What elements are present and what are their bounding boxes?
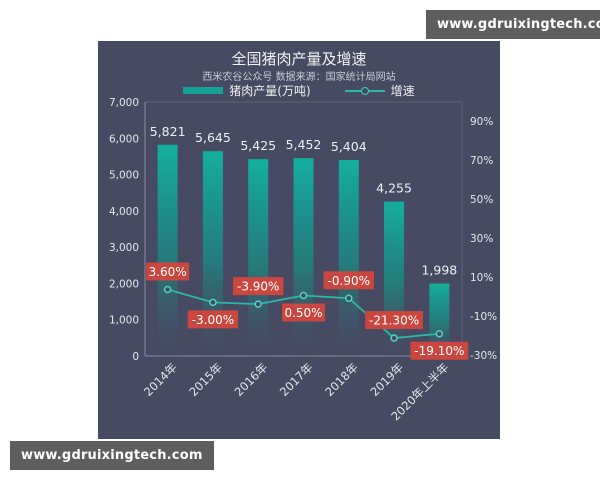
x-tick-label: 2018年 xyxy=(322,360,361,399)
bar-value-label: 5,452 xyxy=(286,137,322,152)
y-right-tick-label: 70% xyxy=(470,155,493,167)
y-right-tick-label: 10% xyxy=(470,272,493,284)
y-left-tick-label: 3,000 xyxy=(109,242,139,254)
growth-label-box xyxy=(365,311,423,330)
watermark-bottom-left: www.gdruixingtech.com xyxy=(10,441,214,470)
growth-marker[interactable] xyxy=(345,294,353,303)
y-right-tick-label: -30% xyxy=(470,350,497,362)
watermark-top-right: www.gdruixingtech.com xyxy=(426,10,600,39)
growth-label: 3.60% xyxy=(149,265,187,279)
chart-legend: 猪肉产量(万吨) 增速 xyxy=(98,82,500,99)
growth-label: -21.30% xyxy=(369,314,419,328)
bar-value-label: 5,425 xyxy=(240,138,276,153)
bar-production[interactable] xyxy=(157,144,178,356)
bar-production[interactable] xyxy=(248,159,269,356)
growth-label-box xyxy=(282,303,325,322)
y-left-tick-label: 2,000 xyxy=(109,278,139,290)
growth-marker[interactable] xyxy=(299,291,308,300)
growth-label-box xyxy=(410,341,469,360)
bar-value-label: 1,998 xyxy=(421,263,457,278)
bar-production[interactable] xyxy=(293,158,314,356)
growth-marker[interactable] xyxy=(390,334,398,342)
chart-plot: 0 1,000 2,000 3,000 4,000 5,000 6,000 7,000 -30%… xyxy=(109,97,497,423)
legend-item-production[interactable]: 猪肉产量(万吨) xyxy=(183,82,311,99)
legend-label-production: 猪肉产量(万吨) xyxy=(229,84,311,98)
chart-panel: 全国猪肉产量及增速 西米农谷公众号 数据来源：国家统计局网站 猪肉产量(万吨) … xyxy=(98,41,500,439)
y-left-tick-label: 4,000 xyxy=(109,206,139,218)
chart-subtitle: 西米农谷公众号 数据来源：国家统计局网站 xyxy=(202,72,396,83)
legend-label-growth: 增速 xyxy=(390,84,415,98)
line-marker-icon xyxy=(344,86,385,96)
legend-item-growth[interactable]: 增速 xyxy=(344,82,415,99)
growth-marker[interactable] xyxy=(209,298,217,307)
bar-production[interactable] xyxy=(338,159,359,356)
growth-marker[interactable] xyxy=(254,300,262,308)
growth-marker[interactable] xyxy=(163,285,172,294)
bar-value-label: 5,821 xyxy=(150,124,186,139)
growth-label-box xyxy=(323,271,374,290)
y-left-tick-label: 6,000 xyxy=(109,133,139,145)
growth-label-box xyxy=(233,277,284,296)
x-tick-label: 2015年 xyxy=(186,360,225,399)
bar-value-label: 4,255 xyxy=(376,181,412,196)
growth-label: -19.10% xyxy=(414,344,464,358)
x-tick-label: 2014年 xyxy=(141,360,180,399)
y-left-tick-label: 7,000 xyxy=(109,97,139,109)
y-right-tick-label: 30% xyxy=(470,233,493,245)
bar-swatch-icon xyxy=(183,87,224,94)
x-tick-label: 2017年 xyxy=(277,360,316,399)
x-tick-label: 2016年 xyxy=(232,360,271,399)
y-right-tick-label: -10% xyxy=(470,311,497,323)
growth-label: -3.90% xyxy=(237,280,279,294)
y-left-tick-label: 1,000 xyxy=(109,315,139,327)
y-left-tick-label: 0 xyxy=(132,351,139,363)
growth-label: -0.90% xyxy=(328,274,370,288)
y-right-tick-label: 50% xyxy=(470,194,493,206)
bar-value-label: 5,404 xyxy=(331,139,367,154)
growth-label-box xyxy=(146,262,190,281)
bar-value-label: 5,645 xyxy=(195,130,231,145)
bar-production[interactable] xyxy=(429,283,450,356)
chart-title: 全国猪肉产量及增速 xyxy=(231,50,367,68)
y-right-tick-label: 90% xyxy=(470,116,493,128)
growth-marker[interactable] xyxy=(435,329,444,338)
y-left-tick-label: 5,000 xyxy=(109,170,139,182)
growth-label: -3.00% xyxy=(192,313,234,327)
bar-production[interactable] xyxy=(202,151,223,356)
x-tick-label: 2019年 xyxy=(367,360,406,399)
growth-label-box xyxy=(187,310,239,329)
growth-label: 0.50% xyxy=(284,306,322,320)
